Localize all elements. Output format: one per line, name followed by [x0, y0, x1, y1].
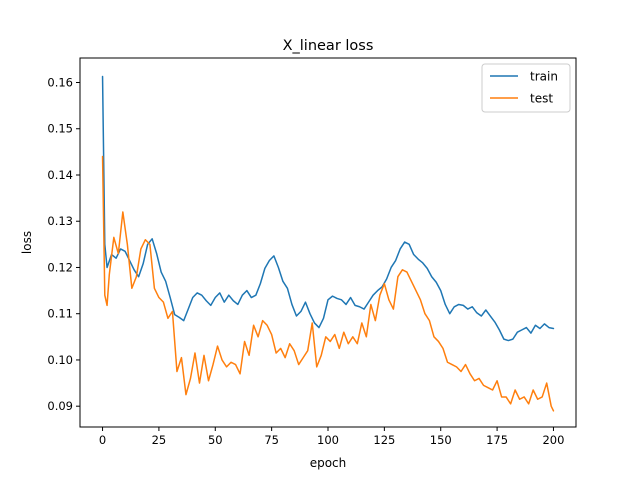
x-axis-label: epoch	[310, 456, 347, 470]
y-tick-label: 0.10	[47, 353, 73, 367]
y-tick-label: 0.14	[47, 168, 73, 182]
x-axis: 0 25 50 75 100 125 150 175 200	[99, 427, 564, 447]
legend-label-train: train	[530, 70, 558, 84]
chart-title: X_linear loss	[283, 38, 374, 54]
series-line-test	[101, 155, 555, 412]
x-tick-label: 0	[99, 433, 106, 447]
x-tick-label: 25	[152, 433, 167, 447]
legend-label-test: test	[530, 92, 553, 106]
series-layer	[101, 75, 555, 412]
x-tick-label: 100	[317, 433, 339, 447]
x-tick-label: 125	[373, 433, 395, 447]
x-tick-label: 50	[208, 433, 223, 447]
y-tick-label: 0.11	[47, 307, 73, 321]
y-tick-label: 0.12	[47, 260, 73, 274]
y-axis: 0.09 0.10 0.11 0.12 0.13 0.14 0.15 0.16	[47, 76, 80, 413]
series-line-train	[101, 75, 555, 342]
x-tick-label: 150	[430, 433, 452, 447]
plot-area: 0 25 50 75 100 125 150 175 200 0.090.100.110.120…	[47, 57, 577, 447]
x-tick-label: 175	[486, 433, 508, 447]
y-axis-label: loss	[20, 231, 34, 254]
x-tick-label: 75	[264, 433, 279, 447]
y-tick-label: 0.15	[47, 122, 73, 136]
y-tick-label: 0.13	[47, 214, 73, 228]
legend: train test	[481, 63, 571, 113]
x-tick-label: 200	[542, 433, 564, 447]
y-tick-label: 0.09	[47, 399, 73, 413]
y-tick-label: 0.16	[47, 76, 73, 90]
